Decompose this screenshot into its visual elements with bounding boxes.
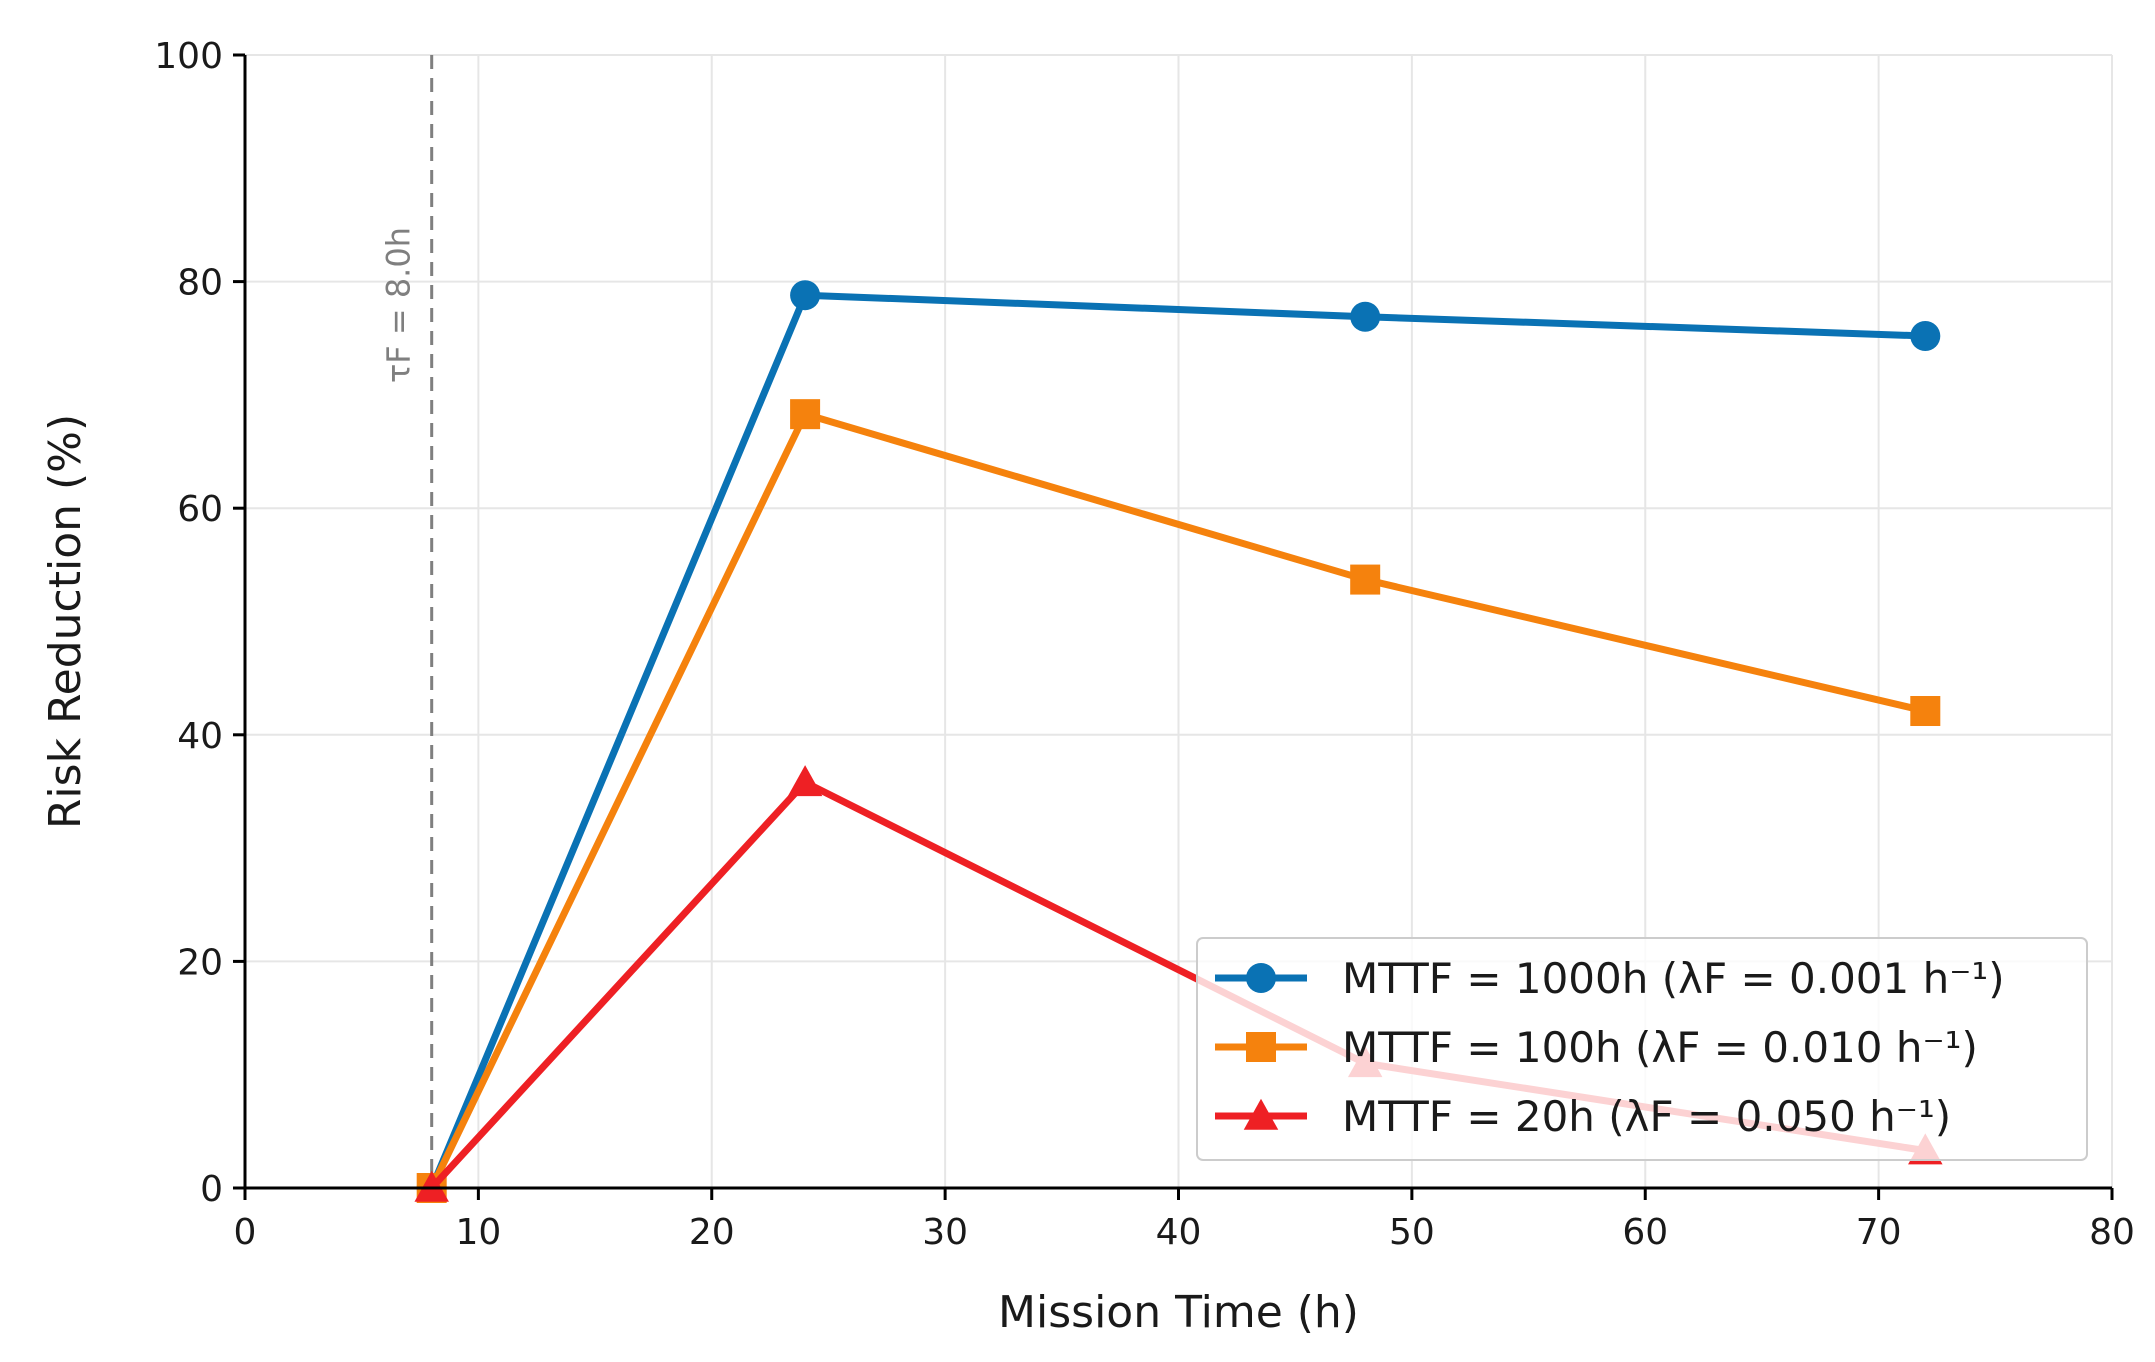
legend-label: MTTF = 100h (λF = 0.010 h⁻¹) — [1342, 1023, 1978, 1072]
legend-marker — [1246, 963, 1276, 993]
legend-label: MTTF = 1000h (λF = 0.001 h⁻¹) — [1342, 954, 2005, 1003]
tau-f-label: τF = 8.0h — [380, 227, 418, 383]
x-tick-label: 0 — [234, 1212, 257, 1253]
y-tick-label: 80 — [177, 263, 223, 304]
y-tick-label: 20 — [177, 942, 223, 983]
x-tick-label: 60 — [1622, 1212, 1668, 1253]
x-tick-label: 30 — [922, 1212, 968, 1253]
x-tick-label: 50 — [1389, 1212, 1435, 1253]
y-axis-title: Risk Reduction (%) — [40, 414, 91, 829]
data-point — [1910, 320, 1941, 351]
x-tick-label: 70 — [1856, 1212, 1902, 1253]
x-axis-title: Mission Time (h) — [998, 1287, 1359, 1338]
legend-item: MTTF = 20h (λF = 0.050 h⁻¹) — [1215, 1092, 1951, 1141]
y-tick-label: 60 — [177, 489, 223, 530]
data-point — [414, 1170, 449, 1202]
data-point — [1350, 564, 1381, 595]
annotations: τF = 8.0h — [380, 55, 434, 1188]
x-tick-label: 80 — [2089, 1212, 2135, 1253]
x-tick-label: 40 — [1156, 1212, 1202, 1253]
legend-label: MTTF = 20h (λF = 0.050 h⁻¹) — [1342, 1092, 1951, 1141]
legend-item: MTTF = 1000h (λF = 0.001 h⁻¹) — [1215, 954, 2005, 1003]
y-tick-label: 0 — [200, 1169, 223, 1210]
axes: 0 10 20 30 40 50 60 70 80 0 20 40 60 80 100 — [154, 36, 2135, 1253]
legend-marker — [1246, 1032, 1276, 1062]
legend-item: MTTF = 100h (λF = 0.010 h⁻¹) — [1215, 1023, 1978, 1072]
data-point — [1350, 301, 1381, 332]
legend: MTTF = 1000h (λF = 0.001 h⁻¹) MTTF = 100h… — [1196, 937, 2088, 1161]
x-tick-label: 10 — [455, 1212, 501, 1253]
x-tick-label: 20 — [689, 1212, 735, 1253]
data-point — [790, 399, 821, 430]
legend-box — [1196, 937, 2088, 1161]
data-point — [790, 280, 821, 311]
series-line — [428, 291, 1929, 1192]
y-tick-label: 40 — [177, 716, 223, 757]
series-line — [428, 410, 1929, 1192]
y-tick-label: 100 — [154, 36, 223, 77]
legend-marker — [1243, 1098, 1279, 1130]
data-point — [1910, 696, 1941, 727]
data-point — [787, 765, 823, 797]
